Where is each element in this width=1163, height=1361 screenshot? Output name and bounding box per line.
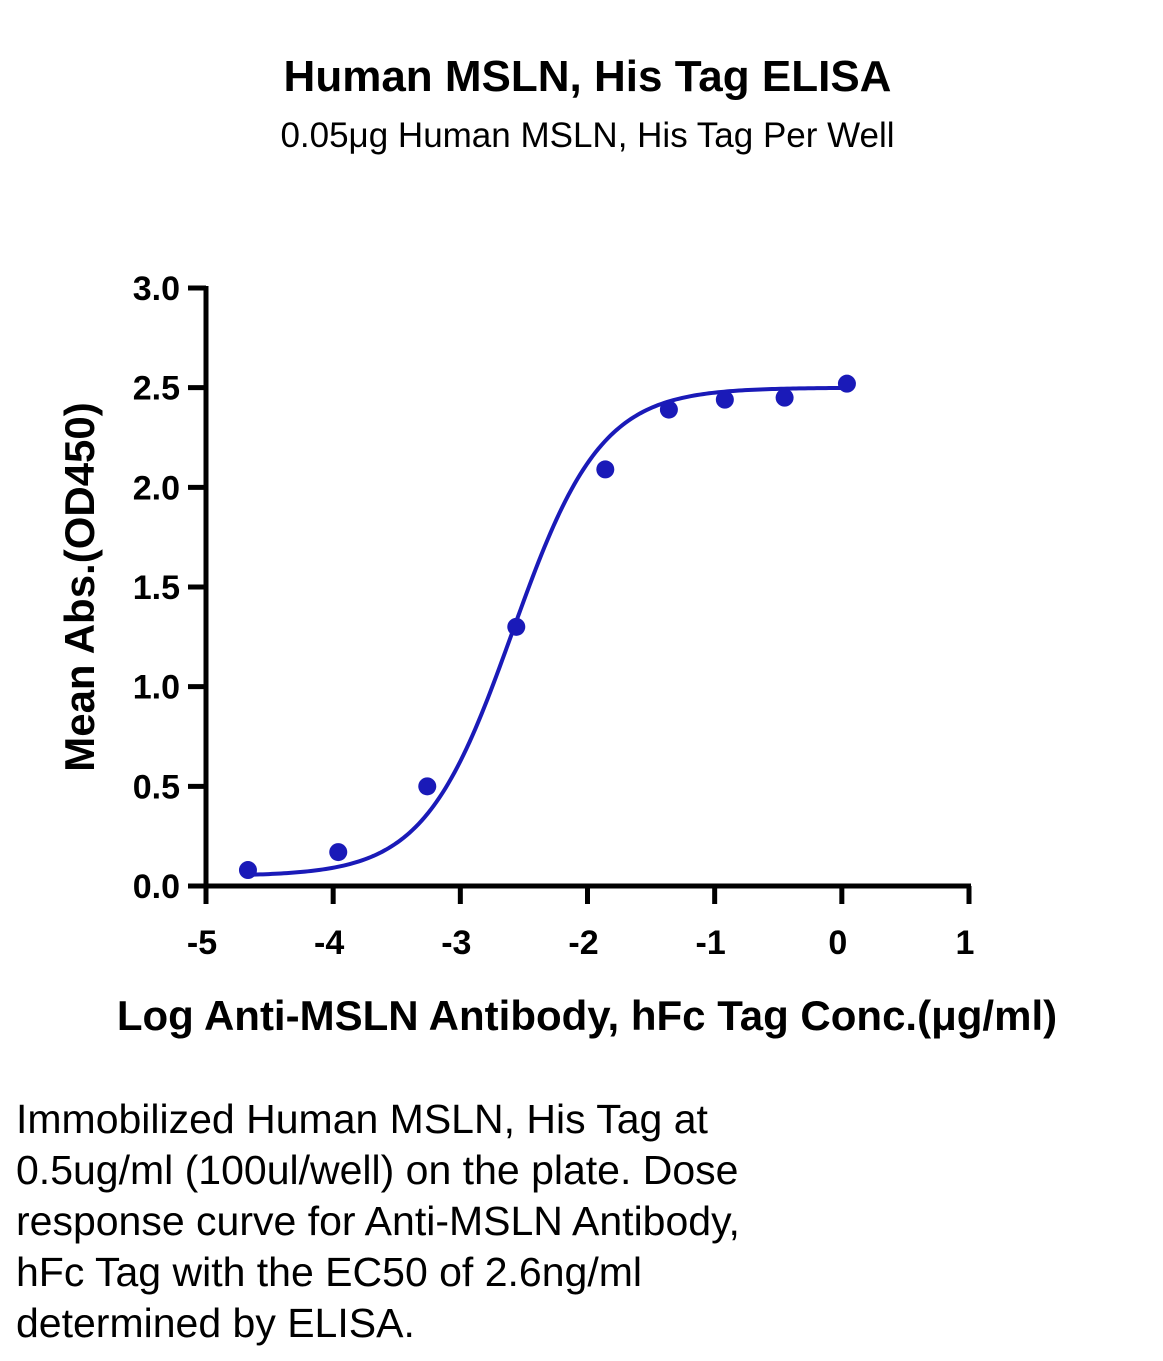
data-point-3 [507,617,526,636]
data-point-1 [329,843,348,862]
axes [188,285,972,904]
y-tick-label-3: 1.5 [133,569,180,607]
data-point-6 [715,390,734,409]
y-tick-label-6: 3.0 [133,270,180,308]
chart-plot: 0.0 0.5 1.0 1.5 2.0 2.5 3.0 -5 -4 -3 -2 -1 0 1 Log Ant… [56,270,1057,1039]
data-points-layer [238,374,856,880]
fit-curve-0 [247,385,847,877]
data-point-8 [837,374,856,393]
y-tick-label-1: 0.5 [133,768,180,806]
y-tick-label-2: 1.0 [133,669,180,707]
y-axis-label: Mean Abs.(OD450) [56,402,103,772]
data-point-5 [659,400,678,419]
chart-title: Human MSLN, His Tag ELISA [283,52,892,101]
x-tick-label-2: -3 [441,924,471,962]
y-tick-label-0: 0.0 [133,868,180,906]
y-tick-label-4: 2.0 [133,469,180,507]
x-tick-label-6: 1 [956,924,975,962]
y-tick-label-5: 2.5 [133,370,180,408]
fit-curve-layer [247,385,847,877]
x-tick-label-1: -4 [314,924,344,962]
figure-caption: Immobilized Human MSLN, His Tag at 0.5ug… [16,1096,740,1346]
data-point-4 [596,460,615,479]
chart-subtitle: 0.05μg Human MSLN, His Tag Per Well [280,116,895,155]
x-axis-label: Log Anti-MSLN Antibody, hFc Tag Conc.(μg… [117,992,1057,1039]
x-tick-label-3: -2 [568,924,598,962]
data-point-7 [775,388,794,407]
data-point-0 [238,861,257,880]
x-tick-label-5: 0 [828,924,847,962]
data-point-2 [418,777,437,796]
x-tick-label-0: -5 [187,924,217,962]
x-tick-label-4: -1 [696,924,726,962]
axis-labels-layer: 0.0 0.5 1.0 1.5 2.0 2.5 3.0 -5 -4 -3 -2 -1 0 1 Log Ant… [56,270,1057,1039]
